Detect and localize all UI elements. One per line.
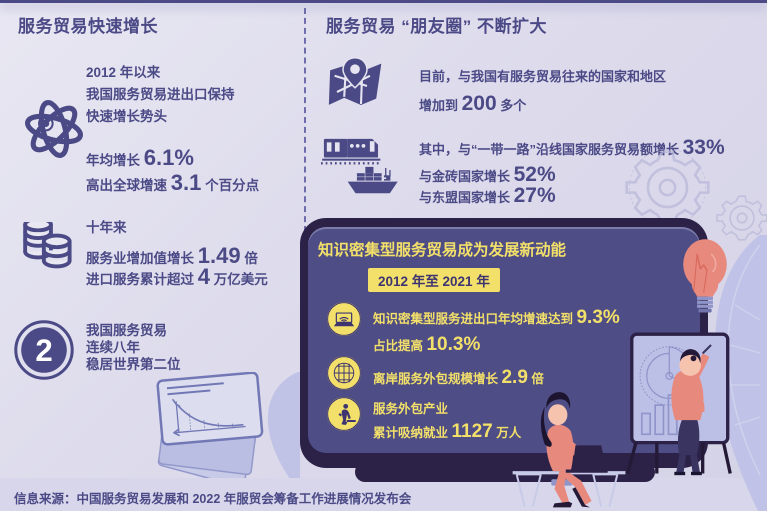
svg-text:2: 2: [35, 333, 52, 368]
